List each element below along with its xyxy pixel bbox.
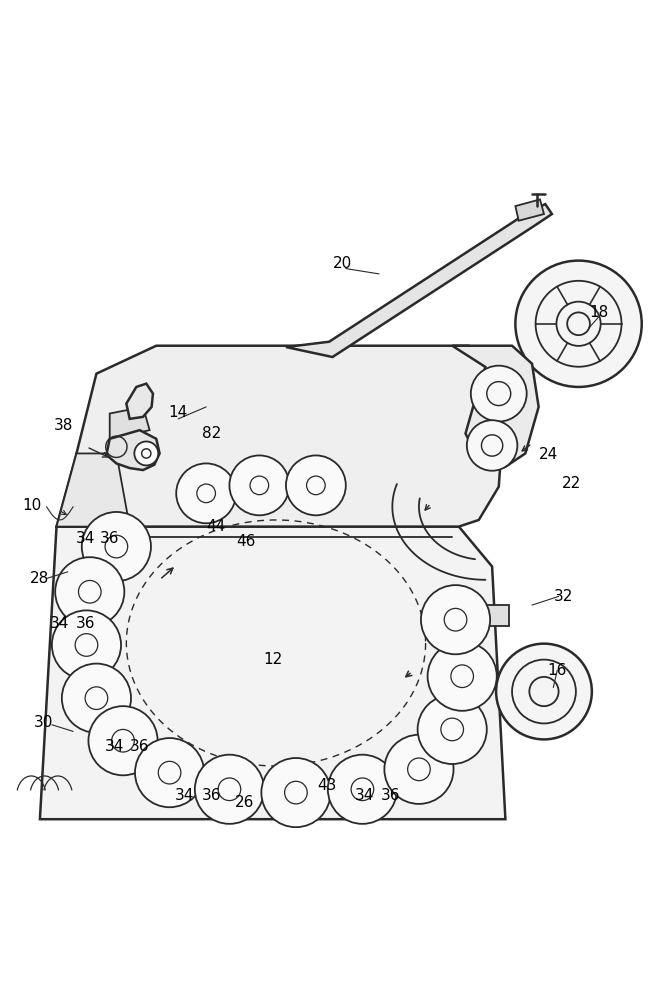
Circle shape: [328, 755, 397, 824]
Circle shape: [52, 610, 121, 680]
Text: 16: 16: [547, 663, 567, 678]
Circle shape: [286, 455, 346, 515]
Circle shape: [195, 755, 264, 824]
Text: 43: 43: [317, 778, 337, 793]
Text: 12: 12: [263, 652, 282, 667]
Text: 34: 34: [75, 531, 95, 546]
Text: 22: 22: [563, 476, 581, 491]
Circle shape: [496, 644, 592, 739]
Text: 18: 18: [589, 305, 608, 320]
Polygon shape: [286, 204, 552, 357]
Polygon shape: [110, 407, 150, 439]
Circle shape: [229, 455, 289, 515]
Text: 36: 36: [100, 531, 120, 546]
Text: 14: 14: [169, 405, 188, 420]
Circle shape: [176, 463, 236, 523]
Polygon shape: [57, 346, 505, 527]
Text: 38: 38: [53, 418, 73, 433]
Polygon shape: [57, 453, 130, 527]
Circle shape: [55, 557, 124, 626]
Text: 82: 82: [202, 426, 221, 441]
Text: 36: 36: [381, 788, 401, 803]
Text: 34: 34: [175, 788, 195, 803]
Polygon shape: [515, 199, 544, 221]
Text: 34: 34: [354, 788, 374, 803]
Text: 44: 44: [207, 519, 225, 534]
Circle shape: [515, 261, 642, 387]
Circle shape: [471, 366, 527, 422]
Text: 34: 34: [50, 616, 70, 631]
Text: 36: 36: [130, 739, 150, 754]
Text: 32: 32: [554, 589, 574, 604]
Text: 24: 24: [539, 447, 558, 462]
Text: 46: 46: [236, 534, 256, 549]
Circle shape: [135, 738, 204, 807]
Polygon shape: [106, 430, 160, 470]
Circle shape: [134, 441, 158, 465]
Circle shape: [428, 642, 497, 711]
Circle shape: [82, 512, 151, 581]
Text: 28: 28: [31, 571, 49, 586]
Circle shape: [418, 695, 487, 764]
Text: 10: 10: [23, 498, 41, 513]
Polygon shape: [452, 346, 539, 467]
Text: 36: 36: [75, 616, 95, 631]
Circle shape: [261, 758, 331, 827]
Polygon shape: [40, 527, 505, 819]
Polygon shape: [126, 384, 153, 419]
Text: 20: 20: [333, 256, 352, 271]
Circle shape: [88, 706, 158, 775]
Text: 30: 30: [33, 715, 53, 730]
Circle shape: [384, 735, 454, 804]
Text: 36: 36: [201, 788, 221, 803]
Text: 26: 26: [235, 795, 255, 810]
Text: 34: 34: [104, 739, 124, 754]
Polygon shape: [479, 605, 509, 626]
Circle shape: [62, 664, 131, 733]
Circle shape: [421, 585, 490, 654]
Circle shape: [467, 420, 517, 471]
